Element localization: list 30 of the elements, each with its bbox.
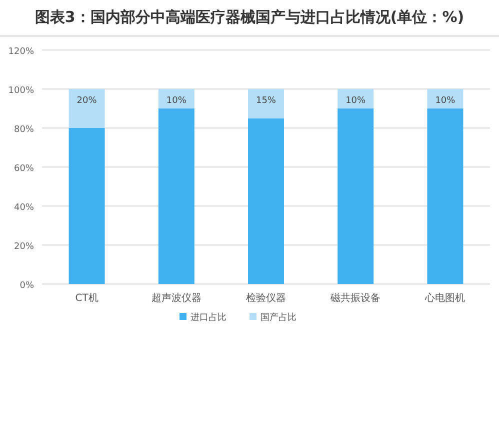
y-tick-label: 120% (8, 47, 34, 57)
x-tick-label: CT机 (75, 292, 98, 304)
data-label: 10% (166, 96, 187, 106)
x-tick-label: 超声波仪器 (151, 292, 202, 304)
legend-label: 国产占比 (260, 312, 296, 323)
y-tick-label: 20% (14, 242, 34, 252)
bar (248, 118, 284, 284)
y-tick-label: 0% (20, 281, 34, 291)
bar (158, 108, 194, 284)
data-label: 20% (76, 96, 98, 106)
y-tick-label: 40% (14, 203, 34, 213)
bar (427, 89, 464, 108)
x-tick-label: 磁共振设备 (330, 292, 381, 304)
y-tick-label: 100% (8, 86, 34, 96)
legend-label: 进口占比 (190, 312, 226, 323)
bar (427, 108, 464, 284)
x-tick-label: 心电图机 (424, 292, 466, 304)
data-label: 15% (256, 96, 276, 106)
bar (248, 89, 284, 118)
data-label: 10% (435, 96, 456, 106)
bar (68, 89, 105, 128)
bar (338, 108, 374, 284)
y-tick-label: 80% (14, 125, 34, 135)
bar (68, 128, 105, 284)
bar (158, 89, 194, 108)
chart-title: 图表3：国内部分中高端医疗器械国产与进口占比情况(单位：%) (34, 8, 464, 26)
y-tick-label: 60% (14, 164, 34, 174)
x-tick-label: 检验仪器 (246, 292, 286, 304)
bar (338, 89, 374, 108)
data-label: 10% (346, 96, 366, 106)
